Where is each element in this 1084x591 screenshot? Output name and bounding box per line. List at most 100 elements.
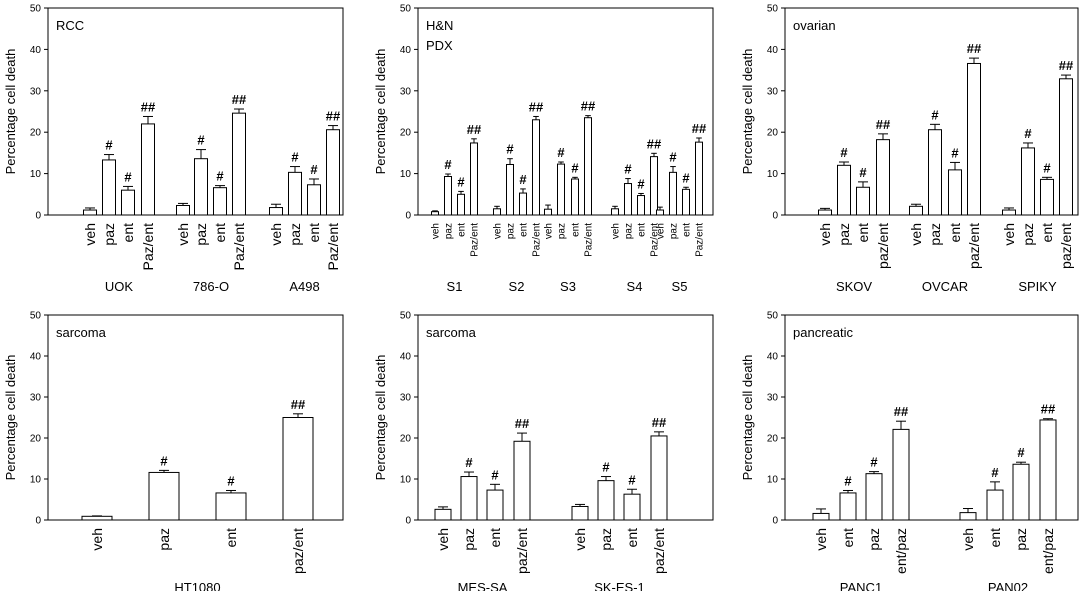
category-tick-label: ent <box>624 528 640 548</box>
category-tick-label: paz <box>557 223 568 239</box>
bar <box>557 163 565 216</box>
category-tick-label: paz <box>598 528 614 551</box>
group-label: 786-O <box>193 279 229 294</box>
bar <box>81 515 113 521</box>
bar <box>967 62 981 216</box>
bar <box>892 428 910 521</box>
bar <box>571 505 589 521</box>
category-tick-label: ent <box>120 223 136 243</box>
bar <box>837 164 851 216</box>
category-tick-label: veh <box>175 223 191 246</box>
category-tick-label: paz <box>287 223 303 246</box>
category-tick-label: ent <box>855 223 871 243</box>
y-tick-label: 30 <box>30 86 42 97</box>
category-tick-label: paz <box>1020 223 1036 246</box>
bar <box>669 171 677 216</box>
significance-marker: # <box>519 172 527 187</box>
category-tick-label: paz <box>461 528 477 551</box>
plot-frame <box>417 7 714 216</box>
category-tick-label: veh <box>817 223 833 246</box>
category-tick-label: ent <box>1039 223 1055 243</box>
category-tick-label: Paz/ent <box>532 223 543 257</box>
bar <box>650 435 668 521</box>
category-tick-label: paz <box>836 223 852 246</box>
category-tick-label: ent/paz <box>1040 528 1056 574</box>
category-tick-label: ent/paz <box>893 528 909 574</box>
bar <box>513 440 531 521</box>
category-tick-label: paz <box>444 223 455 239</box>
category-tick-label: paz/ent <box>966 223 982 269</box>
panel-title: pancreatic <box>793 325 853 340</box>
bar <box>909 205 923 216</box>
y-tick-label: 30 <box>400 393 412 404</box>
significance-marker: # <box>310 162 318 177</box>
y-tick-label: 40 <box>30 45 42 56</box>
significance-marker: # <box>682 170 690 185</box>
significance-marker: ## <box>141 99 156 114</box>
y-axis-label: Percentage cell death <box>373 355 388 481</box>
group-label: S4 <box>627 279 643 294</box>
significance-marker: # <box>1017 445 1025 460</box>
category-tick-label: paz <box>669 223 680 239</box>
y-tick-label: 50 <box>767 4 779 15</box>
y-tick-label: 10 <box>30 475 42 486</box>
significance-marker: ## <box>647 136 662 151</box>
significance-marker: # <box>669 150 677 165</box>
bar <box>431 211 439 216</box>
chart-panel-4: 0 10 20 30 40 50 Percentage cell death sarcoma v… <box>3 311 344 591</box>
significance-marker: ## <box>1041 402 1056 417</box>
bar <box>1059 78 1073 216</box>
y-tick-label: 10 <box>767 475 779 486</box>
y-tick-label: 40 <box>400 352 412 363</box>
plot-frame <box>417 314 714 521</box>
bar <box>215 492 247 521</box>
group-label: S2 <box>509 279 525 294</box>
bar <box>812 512 830 521</box>
y-tick-label: 40 <box>767 352 779 363</box>
category-tick-label: ent <box>306 223 322 243</box>
category-tick-label: ent <box>487 528 503 548</box>
y-tick-label: 40 <box>30 352 42 363</box>
y-tick-label: 0 <box>35 211 41 222</box>
significance-marker: # <box>491 467 499 482</box>
chart-panel-5: 0 10 20 30 40 50 Percentage cell death sarcoma v… <box>373 311 714 591</box>
significance-marker: # <box>124 169 132 184</box>
y-tick-label: 30 <box>767 86 779 97</box>
y-axis-label: Percentage cell death <box>373 49 388 175</box>
bar <box>148 471 180 521</box>
bar <box>326 129 340 216</box>
group-label: S5 <box>672 279 688 294</box>
bar <box>519 192 527 216</box>
bar <box>584 117 592 216</box>
bar <box>232 112 246 216</box>
category-tick-label: paz/ent <box>514 528 530 574</box>
bar <box>269 207 283 216</box>
significance-marker: # <box>291 150 299 165</box>
significance-marker: ## <box>692 121 707 136</box>
chart-panel-2: 0 10 20 30 40 50 Percentage cell death H&N PDX ve… <box>373 4 714 294</box>
category-tick-label: veh <box>544 223 555 239</box>
panel-title: ovarian <box>793 18 836 33</box>
bar <box>876 139 890 216</box>
significance-marker: ## <box>467 122 482 137</box>
bar <box>307 184 321 216</box>
significance-marker: ## <box>1059 58 1074 73</box>
category-tick-label: veh <box>813 528 829 551</box>
bar <box>83 209 97 216</box>
bar <box>444 175 452 216</box>
category-tick-label: veh <box>82 223 98 246</box>
panel-title: RCC <box>56 18 84 33</box>
y-tick-label: 20 <box>30 128 42 139</box>
bar <box>213 187 227 216</box>
y-axis-label: Percentage cell death <box>3 355 18 481</box>
y-tick-label: 20 <box>767 434 779 445</box>
category-tick-label: Paz/ent <box>231 223 247 271</box>
bar <box>986 489 1004 521</box>
significance-marker: # <box>628 472 636 487</box>
bar <box>818 209 832 216</box>
significance-marker: ## <box>326 109 341 124</box>
group-label: S1 <box>447 279 463 294</box>
bar <box>928 129 942 216</box>
significance-marker: # <box>444 157 452 172</box>
y-tick-label: 50 <box>400 311 412 322</box>
